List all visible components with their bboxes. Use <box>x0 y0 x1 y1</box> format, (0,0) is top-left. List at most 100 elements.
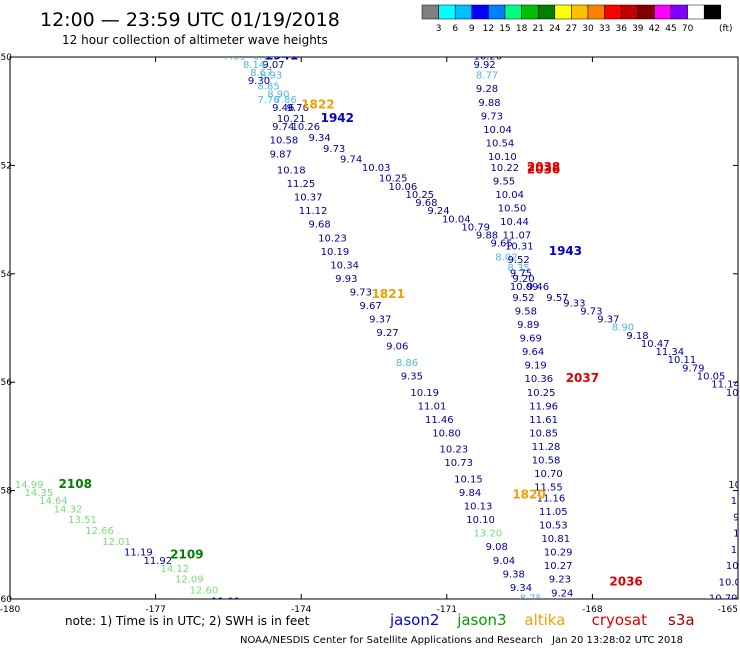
lat-tick-label: -52 <box>0 161 12 171</box>
wave-height-value: 9.74 <box>272 122 294 133</box>
map-frame <box>9 56 739 600</box>
wave-height-value: 9.07 <box>262 60 284 71</box>
wave-height-value: 9.18 <box>626 331 648 342</box>
wave-height-value: 9.87 <box>270 149 292 160</box>
mission-altika: altika <box>524 611 565 629</box>
wave-height-value: 9.64 <box>522 347 544 358</box>
wave-height-observations: 7.81 8.149.078.148.678.939.308.858.907.86… <box>15 52 740 610</box>
wave-height-value: 11.34 <box>655 347 684 358</box>
wave-height-value: 8.02 <box>495 252 517 263</box>
timestamp-text: Jan 20 13:28:02 UTC 2018 <box>551 635 683 646</box>
wave-height-value: 13.51 <box>68 515 97 526</box>
wave-height-value: 10.03 <box>731 496 740 507</box>
mission-jason2: jason2 <box>389 611 439 629</box>
colorbar-cell <box>504 4 522 20</box>
wave-height-value: 11.12 <box>299 206 328 217</box>
wave-height-value: 10.36 <box>524 374 553 385</box>
wave-height-value: 14.32 <box>54 504 83 515</box>
wave-height-value: 10.22 <box>490 163 519 174</box>
wave-height-value: 10.58 <box>532 456 561 467</box>
wave-height-value: 9.52 <box>507 255 529 266</box>
mission-cryosat: cryosat <box>592 611 647 629</box>
colorbar-label: 18 <box>516 24 528 34</box>
wave-height-value: 11.25 <box>287 179 316 190</box>
wave-height-value: 10.09 <box>510 282 539 293</box>
pass-time-label: 1943 <box>549 244 582 258</box>
wave-height-value: 10.10 <box>554 599 583 610</box>
colorbar-cell <box>703 4 722 20</box>
colorbar-cell <box>637 4 655 20</box>
wave-height-value: 10.18 <box>277 166 306 177</box>
wave-height-value: 14.35 <box>25 488 54 499</box>
colorbar-label: 3 <box>436 24 442 34</box>
colorbar-label: 21 <box>532 24 543 34</box>
colorbar-label: 9 <box>469 24 475 34</box>
wave-height-value: 10.70 <box>726 561 740 572</box>
colorbar-cell <box>521 4 539 20</box>
wave-height-value: 9.88 <box>478 98 500 109</box>
wave-height-value: 11.92 <box>143 556 172 567</box>
wave-height-value: 10.62 <box>733 529 740 540</box>
colorbar-cell <box>554 4 572 20</box>
wave-height-value: 9.35 <box>401 371 423 382</box>
wave-height-value: 10.53 <box>539 521 568 532</box>
mission-legend: jason2 jason3 altika cryosat s3a <box>389 611 695 629</box>
wave-height-value: 9.57 <box>546 293 568 304</box>
wave-height-value: 9.58 <box>515 306 537 317</box>
colorbar-label: 33 <box>599 24 610 34</box>
wave-height-value: 9.89 <box>517 320 539 331</box>
wave-height-value: 10.10 <box>466 515 495 526</box>
wave-height-value: 8.86 <box>396 358 418 369</box>
lon-tick-label: -174 <box>291 605 312 615</box>
lat-tick-label: -60 <box>0 595 12 605</box>
wave-height-value: 9.73 <box>580 306 602 317</box>
map-title: 12:00 — 23:59 UTC 01/19/2018 <box>40 9 340 31</box>
wave-height-value: 11.01 <box>418 401 447 412</box>
pass-time-label: 2036 <box>609 574 642 588</box>
wave-height-value: 10.03 <box>362 163 391 174</box>
wave-height-value: 10.25 <box>406 190 435 201</box>
wave-height-value: 8.14 <box>253 52 275 63</box>
pass-time-label: 1942 <box>321 111 354 125</box>
wave-height-value: 10.29 <box>544 548 573 559</box>
wave-height-value: 9.20 <box>512 274 534 285</box>
colorbar-unit: (ft) <box>719 24 733 34</box>
wave-height-value: 10.09 <box>719 577 740 588</box>
lon-tick-label: -171 <box>437 605 457 615</box>
wave-height-value: 8.14 <box>243 60 265 71</box>
lon-tick-label: -180 <box>0 605 20 615</box>
colorbar-label: 70 <box>682 24 694 34</box>
wave-height-value: 9.23 <box>549 575 571 586</box>
wave-height-value: 10.73 <box>444 458 473 469</box>
wave-height-value: 9.37 <box>597 315 619 326</box>
wave-height-value: 10.54 <box>486 138 515 149</box>
wave-height-value: 10.13 <box>464 502 493 513</box>
wave-height-value: 10.44 <box>500 217 529 228</box>
wave-height-value: 9.52 <box>512 293 534 304</box>
colorbar-label: 45 <box>665 24 676 34</box>
wave-height-value: 10.10 <box>488 152 517 163</box>
pass-time-label: 1821 <box>372 287 405 301</box>
wave-height-value: 9.57 <box>733 512 740 523</box>
wave-height-value: 9.19 <box>524 361 546 372</box>
wave-height-value: 10.85 <box>529 428 558 439</box>
wave-height-value: 9.68 <box>415 198 437 209</box>
wave-height-value: 10.47 <box>641 339 670 350</box>
wave-height-value: 8.75 <box>520 594 542 605</box>
wave-height-value: 9.88 <box>476 231 498 242</box>
wave-height-value: 12.01 <box>102 537 131 548</box>
wave-height-value: 9.24 <box>551 588 573 599</box>
lat-tick-label: -56 <box>0 378 12 388</box>
wave-height-value: 10.06 <box>389 182 418 193</box>
wave-height-value: 8.93 <box>260 71 282 82</box>
wave-height-value: 9.24 <box>427 206 449 217</box>
wave-height-value: 11.16 <box>537 493 566 504</box>
colorbar-label: 15 <box>499 24 510 34</box>
wave-height-value: 10.19 <box>321 247 350 258</box>
wave-height-value: 9.08 <box>486 542 508 553</box>
pass-time-label: 2109 <box>170 547 203 561</box>
wave-height-value: 14.12 <box>160 564 189 575</box>
wave-height-value: 11.28 <box>532 442 561 453</box>
wave-height-value: 9.38 <box>503 569 525 580</box>
